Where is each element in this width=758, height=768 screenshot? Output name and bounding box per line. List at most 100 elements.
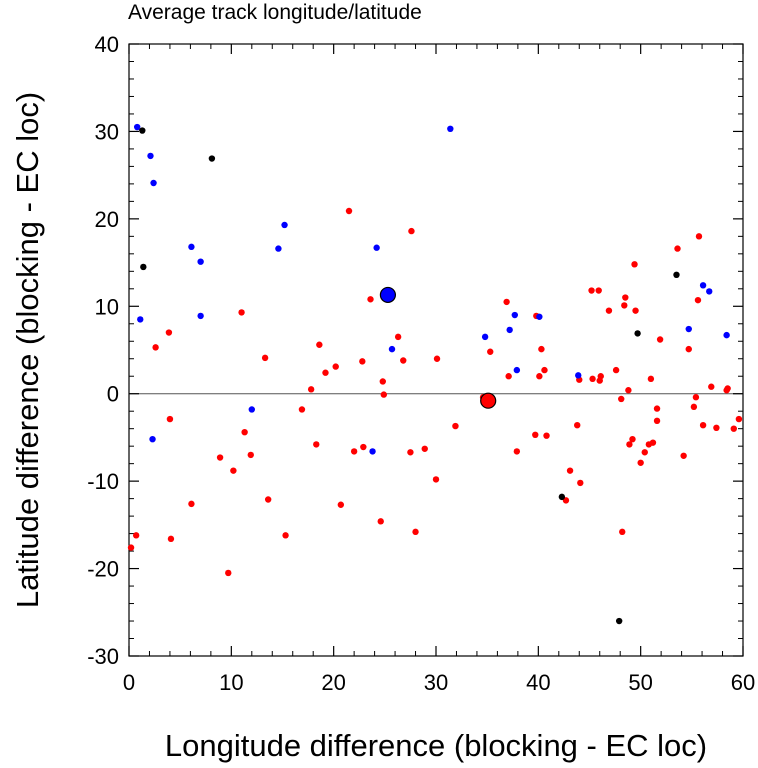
data-point — [621, 302, 628, 309]
data-point — [634, 330, 641, 337]
data-point — [723, 331, 730, 339]
data-point — [536, 313, 543, 320]
data-point — [619, 528, 626, 536]
data-point — [238, 309, 245, 316]
data-point — [452, 422, 459, 430]
data-point — [685, 345, 692, 353]
data-point — [649, 439, 657, 446]
x-tick-label: 20 — [321, 670, 345, 695]
data-point — [589, 375, 596, 383]
data-point — [241, 428, 248, 436]
data-point — [139, 127, 146, 134]
data-point — [615, 617, 623, 625]
x-tick-label: 30 — [424, 670, 448, 695]
data-point — [388, 345, 396, 353]
data-point — [380, 391, 388, 398]
data-point — [373, 244, 380, 251]
data-point — [506, 326, 513, 334]
data-point — [538, 345, 545, 353]
data-point — [735, 415, 743, 423]
x-tick-label: 60 — [731, 670, 755, 695]
y-tick-label: 20 — [95, 207, 119, 232]
data-point — [713, 424, 720, 432]
data-point — [574, 421, 581, 429]
data-point — [275, 245, 282, 252]
y-tick-label: 30 — [95, 119, 119, 144]
data-point — [264, 496, 272, 503]
data-point — [641, 449, 648, 456]
data-point — [147, 152, 154, 160]
x-tick-label: 40 — [526, 670, 550, 695]
mean-point — [480, 392, 497, 409]
data-point — [632, 307, 639, 314]
data-point — [307, 386, 315, 393]
data-point — [225, 569, 232, 577]
plot-frame — [128, 43, 744, 657]
data-point — [595, 287, 602, 294]
data-point — [513, 448, 521, 455]
data-point — [699, 421, 707, 429]
major-ticks — [128, 43, 744, 657]
data-point — [622, 294, 629, 301]
data-point — [653, 417, 661, 425]
data-point — [282, 532, 289, 539]
data-point — [188, 500, 195, 508]
data-point — [558, 493, 566, 501]
data-point — [379, 378, 386, 385]
data-point — [513, 366, 521, 374]
data-point — [369, 448, 376, 455]
data-point — [247, 451, 254, 459]
data-point — [322, 369, 329, 376]
data-point — [505, 373, 512, 380]
plot-border — [128, 43, 744, 657]
data-point — [432, 476, 440, 483]
data-point — [566, 467, 574, 474]
data-point — [197, 312, 204, 320]
data-point — [165, 329, 173, 336]
data-point — [127, 544, 135, 551]
data-point — [541, 366, 548, 374]
data-point — [167, 535, 175, 543]
data-point — [618, 395, 625, 403]
data-point — [166, 415, 174, 423]
data-point — [605, 307, 613, 314]
data-point — [188, 243, 195, 251]
data-point — [588, 287, 595, 294]
data-point — [281, 221, 288, 229]
data-point — [133, 123, 141, 131]
data-point — [377, 518, 384, 525]
data-point — [208, 155, 216, 162]
data-point — [690, 403, 698, 411]
data-point — [407, 449, 414, 456]
data-point — [637, 459, 644, 466]
chart-title: Average track longitude/latitude — [128, 1, 422, 24]
data-point — [699, 282, 707, 289]
data-point — [394, 333, 402, 341]
data-point — [140, 263, 147, 271]
data-point — [674, 245, 681, 252]
x-axis-label: Longitude difference (blocking - EC loc) — [165, 728, 707, 763]
data-point — [313, 441, 320, 448]
y-tick-label: 0 — [107, 382, 119, 407]
data-point — [150, 179, 157, 187]
x-tick-label: 0 — [123, 670, 135, 695]
data-point — [359, 358, 366, 365]
data-point — [706, 288, 713, 295]
data-point — [487, 348, 494, 355]
data-point — [536, 373, 543, 380]
data-point — [216, 454, 224, 461]
data-point — [332, 363, 339, 370]
data-point — [653, 405, 661, 412]
data-point — [400, 357, 407, 364]
data-point — [730, 425, 737, 432]
data-point — [503, 298, 510, 306]
data-point — [647, 375, 655, 383]
y-tick-label: 10 — [95, 294, 119, 319]
data-point — [724, 385, 731, 392]
data-point — [692, 394, 700, 401]
data-point — [447, 125, 454, 133]
y-tick-label: -30 — [87, 644, 119, 669]
mean-point — [379, 286, 397, 304]
data-point — [575, 372, 582, 379]
data-point — [412, 528, 419, 536]
